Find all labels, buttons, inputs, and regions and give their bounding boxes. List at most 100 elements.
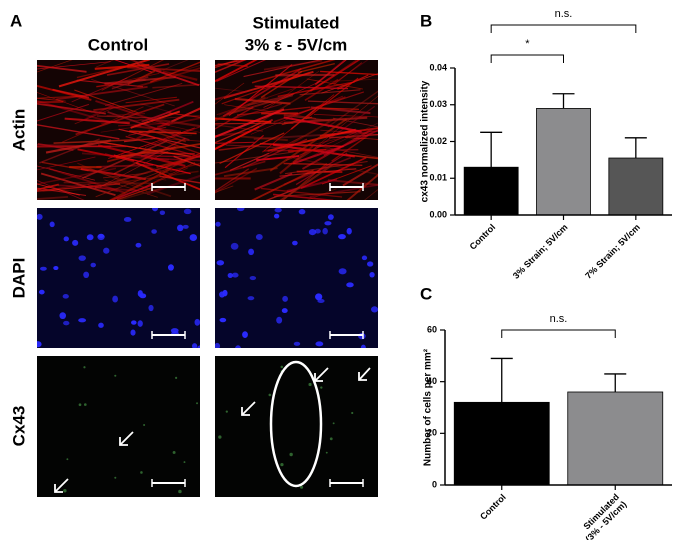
arrow-head [358,372,367,381]
actin-fiber [215,168,250,193]
actin-fiber [82,140,168,179]
nucleus [227,272,233,279]
cx43-spot [63,489,67,493]
actin-fiber [117,186,164,200]
actin-fiber [74,108,113,125]
actin-fiber [287,130,375,151]
actin-fiber [286,178,338,193]
actin-fiber [71,77,128,103]
actin-fiber [37,167,117,185]
nucleus [37,341,42,348]
actin-fiber [309,60,361,92]
significance-bracket [490,54,564,63]
nucleus [249,275,257,281]
nucleus [216,260,225,266]
actin-fiber [140,103,171,113]
actin-fiber [215,125,260,151]
arrow-head [314,373,323,382]
nucleus [130,329,136,336]
actin-fiber [37,64,87,73]
row-label: Actin [9,109,28,152]
nucleus [215,221,221,227]
cx43-spot [280,365,284,369]
actin-fiber [37,61,111,70]
nucleus [282,295,288,302]
nucleus [369,271,375,278]
actin-fiber [283,116,362,133]
actin-fiber [101,60,165,91]
actin-fiber [95,100,170,126]
actin-fiber [215,60,248,67]
significance-bracket [490,24,637,33]
nucleus [360,344,366,348]
actin-fiber [281,116,313,126]
micrograph [37,60,200,200]
nucleus [148,304,154,312]
significance-label: * [525,38,530,50]
nucleus [90,262,96,268]
actin-fiber [215,60,247,73]
cx43-spot [332,422,335,425]
y-tick-label: 40 [427,376,437,386]
actin-fiber [99,141,191,158]
micrograph [215,208,378,348]
actin-fiber [149,61,200,83]
actin-fiber [173,155,200,167]
nucleus [38,289,45,295]
actin-fiber [61,106,144,143]
y-tick-label: 0.02 [429,136,447,146]
actin-fiber [76,79,143,88]
nucleus [63,236,69,242]
nucleus [366,261,374,267]
arrow [54,478,69,493]
actin-fiber [53,138,141,144]
micrograph [37,356,200,497]
actin-fiber [229,152,270,171]
actin-fiber [135,176,167,181]
actin-fiber [251,169,314,200]
nucleus [78,318,87,323]
actin-fiber [113,137,186,175]
actin-fiber [215,82,245,105]
bar [463,166,519,216]
actin-fiber [307,188,337,200]
actin-fiber [105,83,183,106]
cx43-spot [320,386,323,389]
actin-fiber [128,126,167,136]
column-subtitle: 3% ε - 5V/cm [245,35,348,54]
y-axis-label: Number of cells per mm² [423,348,434,466]
nucleus [292,240,298,246]
bar [567,391,664,486]
actin-fiber [262,94,335,153]
column-title: Stimulated [253,13,340,32]
nucleus [358,332,366,340]
actin-fiber [342,163,378,187]
actin-fiber [39,138,100,164]
nucleus [123,217,132,222]
nucleus [338,268,347,275]
significance-label: n.s. [550,313,568,325]
nucleus [182,224,189,229]
actin-fiber [277,81,355,98]
actin-fiber [269,118,348,172]
actin-fiber [148,129,187,143]
actin-fiber [96,72,160,87]
arrow-head [119,437,128,446]
actin-fiber [37,195,68,200]
nucleus [49,221,55,228]
actin-fiber [254,172,293,191]
actin-fiber [279,168,357,177]
nucleus [137,290,143,297]
cx43-spot [196,402,198,405]
actin-fiber [99,145,178,188]
nucleus [98,322,104,328]
y-tick-label: 0 [432,479,437,489]
y-tick-label: 0.04 [429,62,447,72]
panel-label: C [420,284,432,303]
actin-fiber [317,107,359,110]
actin-fiber [135,162,200,191]
actin-fiber [136,67,200,88]
y-tick-label: 20 [427,428,437,438]
arrow [314,367,329,382]
